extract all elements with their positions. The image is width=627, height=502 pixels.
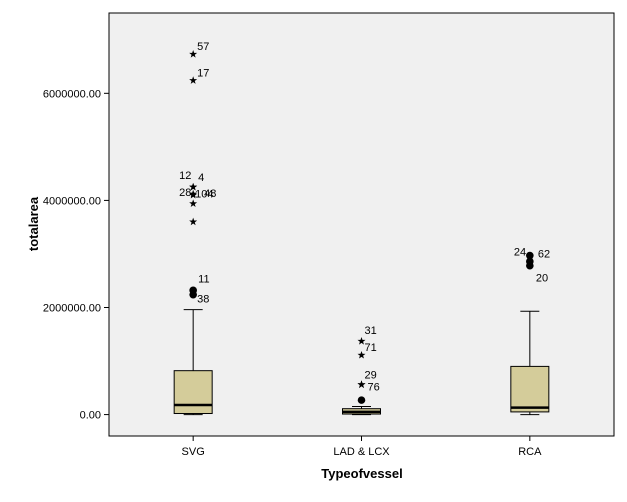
extreme-label: 57 [197,41,209,53]
box [510,365,550,413]
y-tick-label: 4000000.00 [43,195,101,207]
x-tick-label: RCA [518,446,542,458]
extreme-label: 12 [179,170,191,182]
extreme-label: 4 [198,172,204,184]
outlier-point [526,261,534,270]
extreme-point [189,76,198,84]
extreme-label: 31 [365,325,377,337]
outlier-label: 62 [538,248,550,260]
outlier-point [357,396,366,404]
extreme-point [189,217,198,226]
extreme-label: 28 [179,187,191,199]
extreme-label: 48 [204,188,216,200]
outlier-label: 11 [198,273,209,285]
extreme-label: 71 [365,342,377,354]
box [173,370,213,415]
y-axis-title: totalarea [26,196,41,251]
extreme-point [189,50,198,58]
y-tick-label: 0.00 [80,410,101,422]
y-axis: 0.00 2000000.00 4000000.00 6000000.00 [43,88,109,422]
outlier-label: 24 [514,247,526,259]
outlier-point [189,290,197,299]
x-axis: SVG LAD & LCX RCA [182,436,542,458]
extreme-point [189,182,198,191]
extreme-point [357,380,366,388]
extreme-point [189,190,198,199]
extreme-label: 29 [365,370,377,382]
x-tick-label: LAD & LCX [333,446,390,458]
box-group: 24 62 20 [510,247,550,416]
extreme-label: 104 [195,189,213,201]
extreme-point [357,350,366,359]
extreme-point [189,199,198,208]
outlier-label: 20 [536,273,548,285]
y-tick-label: 2000000.00 [43,302,101,314]
outlier-label: 38 [197,294,209,306]
extreme-label: 76 [368,382,380,394]
extreme-point [357,337,366,345]
y-tick-label: 6000000.00 [43,88,101,100]
outlier-point [526,251,534,260]
x-tick-label: SVG [182,446,205,458]
x-axis-title: Typeofvessel [321,466,402,481]
extreme-label: 17 [197,67,209,79]
